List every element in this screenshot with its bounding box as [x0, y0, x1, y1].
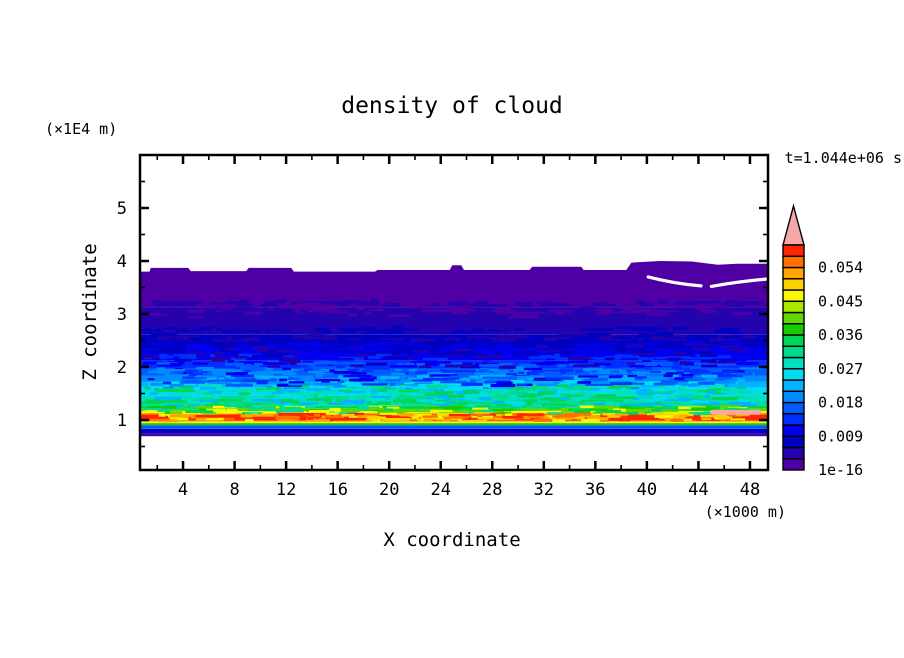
x-tick-label: 16 [327, 480, 347, 500]
x-tick-label: 4 [178, 480, 188, 500]
colorbar-label: 0.036 [818, 326, 863, 344]
colorbar-label: 0.009 [818, 427, 863, 445]
x-tick-label: 28 [482, 480, 502, 500]
colorbar-label: 0.054 [818, 259, 863, 277]
z-tick-label: 1 [117, 411, 127, 431]
colorbar-label: 0.027 [818, 360, 863, 378]
colorbar-label: 0.018 [818, 394, 863, 412]
x-tick-label: 8 [229, 480, 239, 500]
axes-layer [138, 153, 770, 472]
contour-band [140, 425, 768, 429]
x-tick-label: 48 [740, 480, 760, 500]
contour-band [140, 421, 768, 424]
colorbar-segment [782, 401, 805, 415]
x-tick-label: 20 [379, 480, 399, 500]
x-axis-title: X coordinate [383, 529, 520, 551]
colorbar-segment [782, 311, 805, 325]
colorbar-segment [782, 446, 805, 460]
colorbar-segment [782, 368, 805, 381]
colorbar-label: 1e-16 [818, 461, 863, 479]
contour-speckle-layer [140, 299, 764, 423]
contour-band [140, 261, 768, 308]
colorbar-label: 0.045 [818, 292, 863, 310]
z-tick-label: 5 [117, 199, 127, 219]
x-tick-label: 32 [534, 480, 554, 500]
cloud-top-white-gap [709, 277, 768, 288]
contour-band [140, 387, 768, 396]
colorbar: 1e-16 0.009 0.018 0.027 0.036 0.045 0.054 [782, 203, 863, 479]
colorbar-segment [782, 300, 805, 314]
colorbar-segment [782, 424, 805, 437]
x-tick-label: 44 [688, 480, 708, 500]
x-tick-label: 24 [430, 480, 450, 500]
colorbar-segment [782, 379, 805, 392]
colorbar-segment [782, 390, 805, 404]
colorbar-segment [782, 289, 805, 302]
colorbar-segment [782, 323, 805, 336]
z-tick-label: 3 [117, 305, 127, 325]
colorbar-segment [782, 266, 805, 280]
contour-band [140, 423, 768, 426]
z-tick-label: 4 [117, 252, 127, 272]
z-axis-unit-label: (×1E4 m) [45, 120, 117, 138]
x-tick-label: 40 [637, 480, 657, 500]
z-axis-title: Z coordinate [79, 243, 101, 380]
colorbar-segment [782, 413, 805, 426]
z-tick-label: 2 [117, 358, 127, 378]
x-tick-label: 12 [276, 480, 296, 500]
colorbar-segment [782, 334, 805, 347]
x-axis-unit-label: (×1000 m) [705, 503, 786, 521]
time-stamp-label: t=1.044e+06 s [785, 149, 902, 167]
contour-band [140, 433, 768, 437]
colorbar-overflow-arrow [782, 203, 805, 246]
colorbar-segment [782, 345, 805, 359]
colorbar-segment [782, 435, 805, 449]
plot-title: density of cloud [341, 93, 563, 119]
x-tick-label: 36 [585, 480, 605, 500]
colorbar-segment [782, 356, 805, 370]
contour-band [140, 428, 768, 434]
colorbar-segment [782, 255, 805, 269]
plot-border [138, 153, 770, 472]
overflow-patch [710, 409, 762, 415]
colorbar-segment [782, 458, 805, 471]
colorbar-segment [782, 278, 805, 291]
cloud-top-white-gap [646, 275, 703, 288]
contour-features-layer [646, 275, 768, 415]
colorbar-segment [782, 244, 805, 257]
